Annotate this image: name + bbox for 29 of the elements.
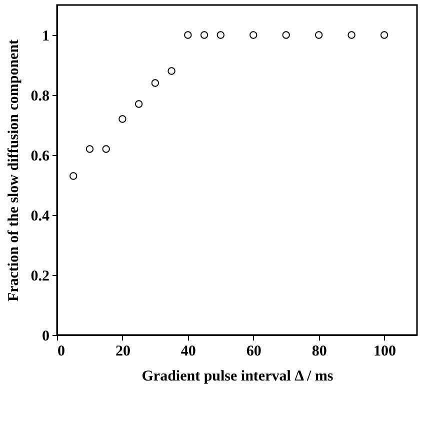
y-tick-label: 1 — [42, 28, 50, 44]
x-axis-title: Gradient pulse interval Δ / ms — [142, 368, 334, 384]
point — [134, 100, 143, 108]
x-tick-label: 40 — [180, 344, 196, 360]
point — [348, 31, 356, 39]
point — [200, 31, 208, 39]
point — [282, 31, 290, 39]
point — [184, 31, 192, 39]
point — [102, 145, 110, 153]
y-tick-label: 0.8 — [30, 88, 50, 104]
point — [118, 115, 126, 123]
x-tick-label: 20 — [115, 344, 130, 360]
point — [250, 31, 258, 39]
point — [314, 31, 323, 39]
x-tick-label: 0 — [58, 344, 65, 360]
y-tick-label: 0.6 — [30, 148, 50, 164]
x-tick-label: 100 — [374, 344, 396, 360]
point — [70, 172, 78, 180]
point — [216, 31, 224, 39]
x-tick-label: 80 — [312, 344, 327, 360]
y-axis-title: Fraction of the slow diffusion component — [6, 39, 22, 302]
point — [151, 79, 160, 87]
y-tick-label: 0.2 — [30, 268, 50, 284]
point — [86, 145, 94, 153]
x-tick-label: 60 — [246, 344, 262, 360]
point — [380, 31, 388, 39]
y-tick-label: 0.4 — [30, 208, 50, 224]
y-tick-label: 0 — [42, 328, 50, 344]
point — [168, 67, 176, 75]
